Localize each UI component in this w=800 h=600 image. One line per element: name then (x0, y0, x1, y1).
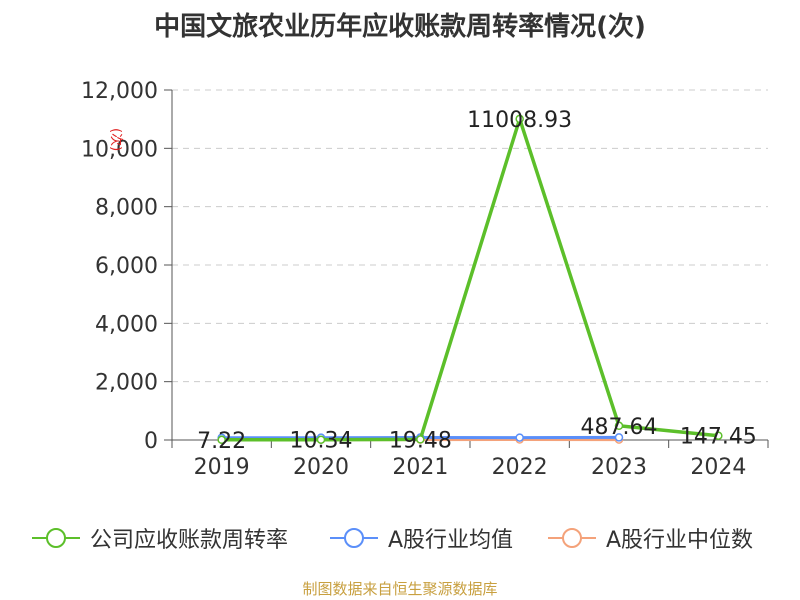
y-tick-label: 2,000 (95, 371, 158, 396)
x-tick-label: 2020 (293, 455, 349, 480)
legend-marker-icon (548, 528, 596, 548)
series-line-0 (221, 113, 719, 442)
legend-circle (46, 528, 66, 548)
series-lines (217, 113, 723, 445)
data-point (515, 114, 524, 124)
legend-item[interactable]: A股行业均值 (328, 520, 513, 556)
y-axis-unit-label: (次) (108, 128, 124, 151)
data-point (316, 435, 326, 444)
data-point (614, 433, 624, 442)
y-tick-label: 12,000 (81, 79, 158, 104)
data-label: 147.45 (680, 425, 757, 450)
legend-item[interactable]: 公司应收账款周转率 (30, 520, 288, 556)
data-point (614, 421, 624, 431)
legend-item[interactable]: A股行业中位数 (546, 520, 753, 556)
y-tick-label: 10,000 (81, 137, 158, 162)
x-tick-label: 2019 (194, 455, 250, 480)
legend-label: A股行业均值 (388, 528, 514, 553)
y-tick-label: 6,000 (95, 254, 158, 279)
data-label: 487.64 (581, 415, 658, 440)
chart-plot: 0 2,000 4,000 6,000 8,000 10,000 12,000 2019 202… (81, 79, 769, 480)
data-point (416, 435, 425, 444)
legend-circle (344, 528, 364, 548)
data-point (714, 431, 723, 440)
data-labels: 7.22 10.34 19.48 11008.93 487.64 147.45 (197, 108, 757, 454)
data-point (217, 435, 226, 445)
x-tick-label: 2024 (690, 455, 746, 480)
y-tick-label: 0 (144, 429, 158, 454)
legend-marker-icon (330, 528, 378, 548)
legend-label: 公司应收账款周转率 (90, 528, 289, 553)
chart-title: 中国文旅农业历年应收账款周转率情况(次) (154, 12, 646, 42)
data-label: 10.34 (290, 429, 353, 454)
data-label: 7.22 (197, 429, 246, 454)
legend: 公司应收账款周转率 A股行业均值 A股行业中位数 (0, 520, 800, 556)
legend-circle (562, 528, 582, 548)
legend-marker-icon (32, 528, 80, 548)
source-note: 制图数据来自恒生聚源数据库 (302, 580, 498, 598)
x-tick-label: 2023 (591, 455, 647, 480)
data-label: 11008.93 (467, 108, 572, 133)
grid-lines (172, 89, 768, 383)
y-tick-label: 4,000 (95, 312, 158, 337)
axes: 0 2,000 4,000 6,000 8,000 10,000 12,000 2019 202… (81, 79, 769, 480)
data-label: 19.48 (389, 428, 452, 453)
legend-label: A股行业中位数 (606, 528, 754, 553)
x-tick-label: 2022 (492, 455, 548, 480)
y-tick-label: 8,000 (95, 196, 158, 221)
data-point (515, 433, 524, 442)
x-tick-label: 2021 (392, 455, 448, 480)
